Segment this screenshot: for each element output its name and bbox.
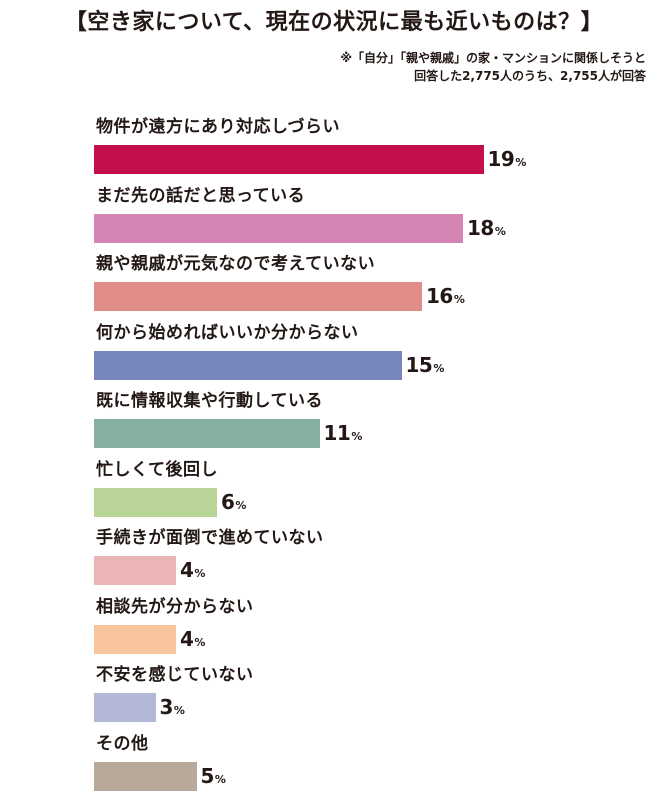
bar — [94, 693, 156, 722]
value-label: 4% — [180, 558, 205, 582]
value-label: 3% — [160, 695, 185, 719]
value-number: 16 — [426, 284, 453, 308]
value-unit: % — [214, 772, 226, 786]
value-label: 15% — [405, 352, 445, 377]
category-label: 手続きが面倒で進めていない — [96, 528, 324, 548]
value-label: 6% — [221, 490, 246, 514]
value-unit: % — [494, 224, 506, 238]
value-unit: % — [235, 498, 246, 512]
value-unit: % — [453, 293, 465, 306]
value-unit: % — [194, 635, 205, 649]
value-unit: % — [194, 567, 205, 580]
bar — [94, 419, 320, 448]
category-label: 何から始めればいいか分からない — [96, 322, 359, 343]
category-label: まだ先の話だと思っている — [96, 185, 306, 206]
category-label: 忙しくて後回し — [96, 459, 218, 480]
category-label: 親や親戚が元気なので考えていない — [96, 254, 376, 274]
bar — [94, 624, 176, 654]
value-number: 15 — [405, 352, 433, 377]
value-label: 19% — [487, 147, 527, 171]
value-number: 11 — [323, 421, 351, 445]
bar — [94, 213, 463, 243]
category-label: その他 — [96, 733, 149, 754]
bar — [94, 487, 217, 517]
category-label: 不安を感じていない — [96, 665, 254, 685]
value-unit: % — [515, 156, 526, 169]
value-unit: % — [351, 430, 362, 443]
value-number: 5 — [200, 763, 215, 788]
chart-note-line1: ※「自分」「親や親戚」の家・マンションに関係しそうと — [340, 51, 646, 65]
value-number: 3 — [159, 695, 174, 719]
value-number: 6 — [221, 489, 235, 514]
value-label: 18% — [467, 215, 506, 240]
bar — [94, 761, 197, 791]
bar — [94, 556, 176, 585]
value-label: 11% — [323, 421, 363, 445]
bar — [94, 282, 422, 311]
value-label: 16% — [426, 284, 465, 308]
chart-title: 【空き家について、現在の状況に最も近いものは？】 — [64, 10, 604, 35]
value-label: 5% — [201, 764, 226, 788]
chart-note-line2: 回答した2,775人のうち、2,755人が回答 — [414, 69, 646, 83]
category-label: 既に情報収集や行動している — [96, 391, 323, 411]
value-number: 18 — [467, 215, 494, 240]
category-label: 物件が遠方にあり対応しづらい — [96, 117, 340, 137]
value-unit: % — [433, 361, 444, 375]
value-number: 4 — [180, 558, 194, 582]
value-label: 4% — [180, 627, 205, 651]
bar — [94, 145, 484, 174]
value-number: 4 — [180, 626, 194, 651]
category-label: 相談先が分からない — [96, 596, 254, 617]
bar — [94, 350, 402, 380]
value-unit: % — [173, 704, 185, 717]
value-number: 19 — [487, 147, 515, 171]
